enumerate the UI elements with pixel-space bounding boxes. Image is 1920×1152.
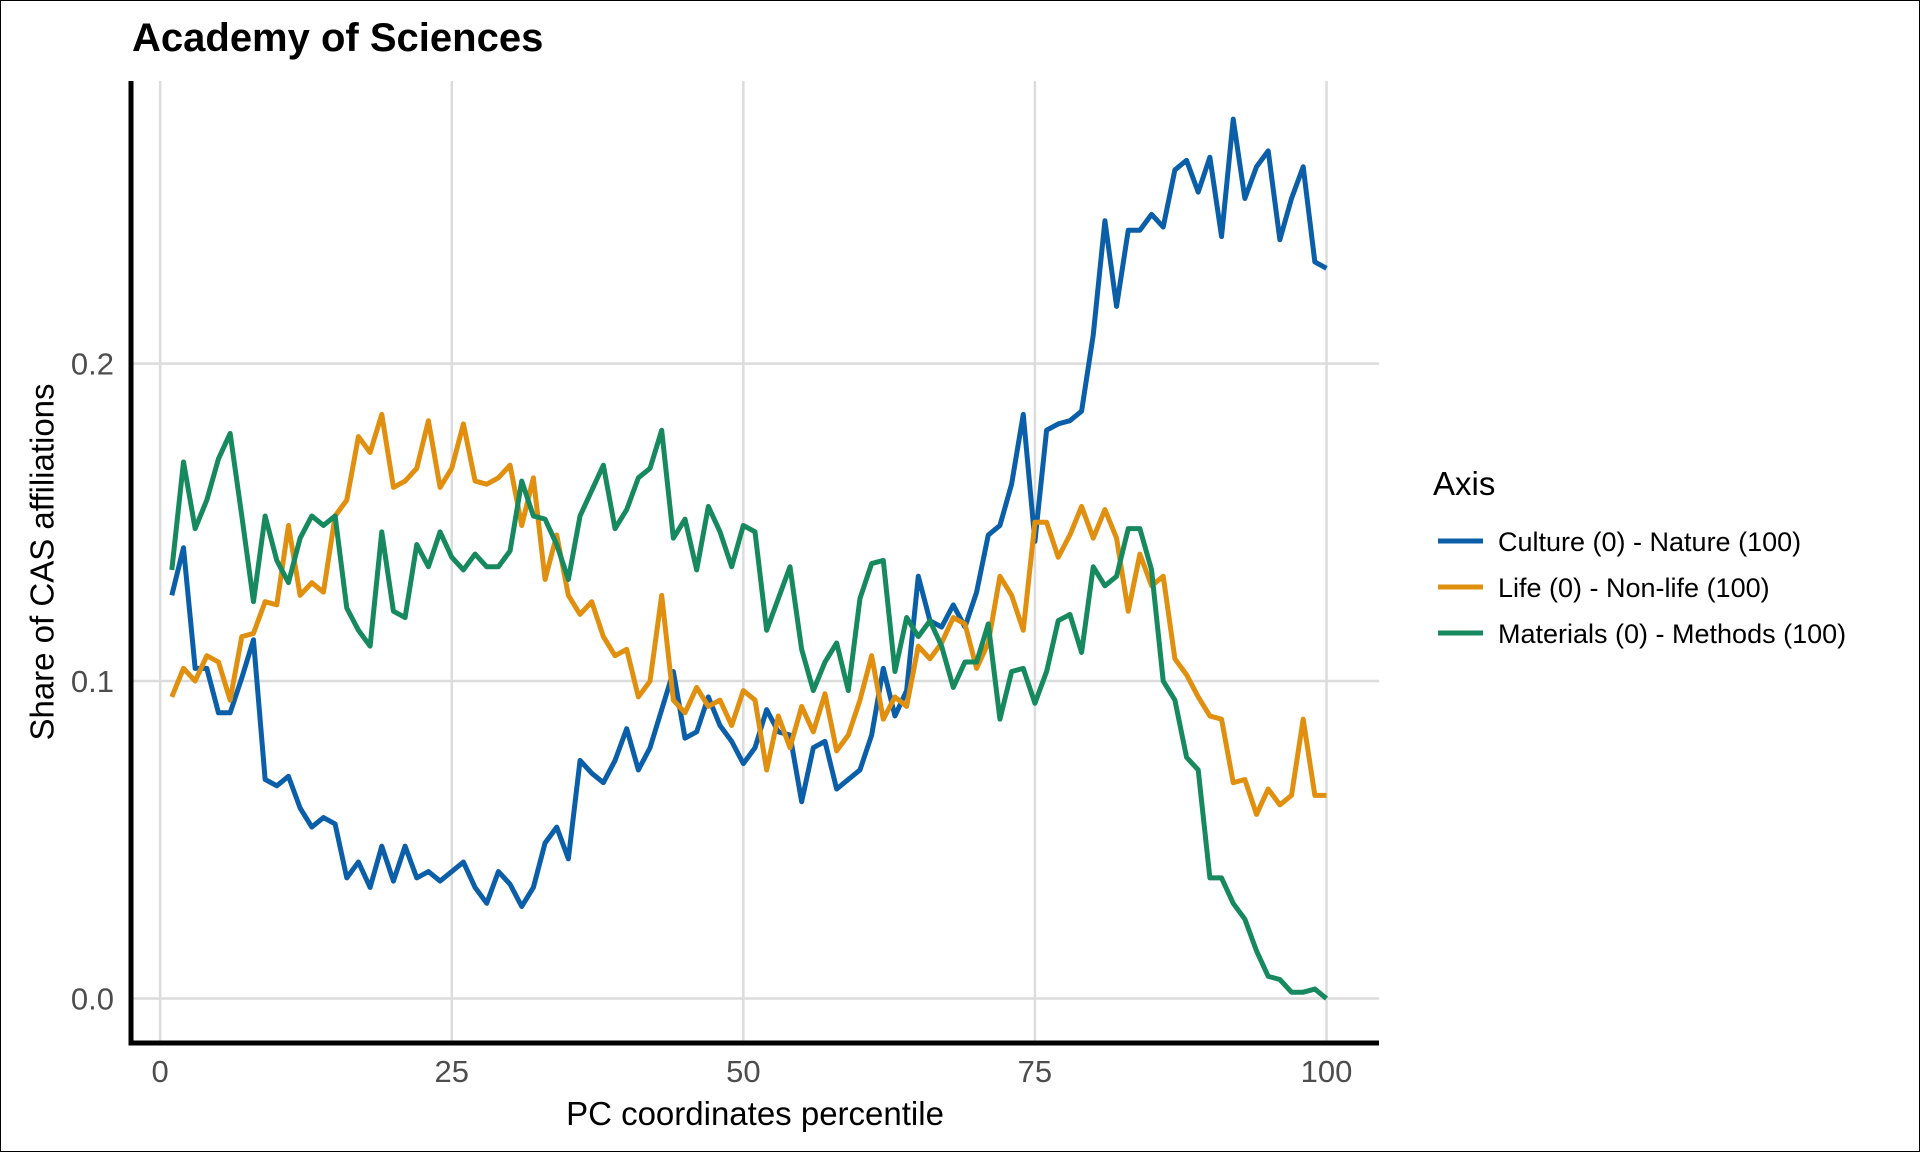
x-tick-labels: 0 25 50 75 100 <box>152 1054 1353 1089</box>
series-group-0 <box>169 116 1328 909</box>
series-group-2 <box>169 427 1329 1001</box>
x-tick-label-1: 25 <box>435 1054 469 1089</box>
chart-title: Academy of Sciences <box>132 16 543 60</box>
x-tick-label-4: 100 <box>1301 1054 1353 1089</box>
y-tick-label-2: 0.2 <box>71 347 114 382</box>
series-lines <box>169 116 1329 1001</box>
x-tick-label-0: 0 <box>152 1054 169 1089</box>
y-tick-label-0: 0.0 <box>71 982 114 1017</box>
series-line-2 <box>169 427 1329 1001</box>
series-group-1 <box>169 411 1327 817</box>
series-line-0 <box>169 116 1328 909</box>
legend-label-2: Materials (0) - Methods (100) <box>1498 619 1846 649</box>
legend: Axis Culture (0) - Nature (100) Life (0) … <box>1433 465 1846 649</box>
legend-items: Culture (0) - Nature (100) Life (0) - Non… <box>1438 527 1846 649</box>
x-gridlines <box>158 81 1328 1043</box>
y-gridlines <box>131 362 1379 1000</box>
legend-title: Axis <box>1433 465 1495 502</box>
x-tick-label-2: 50 <box>726 1054 760 1089</box>
y-axis-title: Share of CAS affiliations <box>24 383 61 740</box>
x-tick-label-3: 75 <box>1018 1054 1052 1089</box>
legend-label-0: Culture (0) - Nature (100) <box>1498 527 1801 557</box>
x-axis-title: PC coordinates percentile <box>566 1095 944 1132</box>
series-line-1 <box>169 411 1327 817</box>
legend-label-1: Life (0) - Non-life (100) <box>1498 573 1770 603</box>
y-tick-label-1: 0.1 <box>71 664 114 699</box>
y-tick-labels: 0.0 0.1 0.2 <box>71 347 114 1017</box>
